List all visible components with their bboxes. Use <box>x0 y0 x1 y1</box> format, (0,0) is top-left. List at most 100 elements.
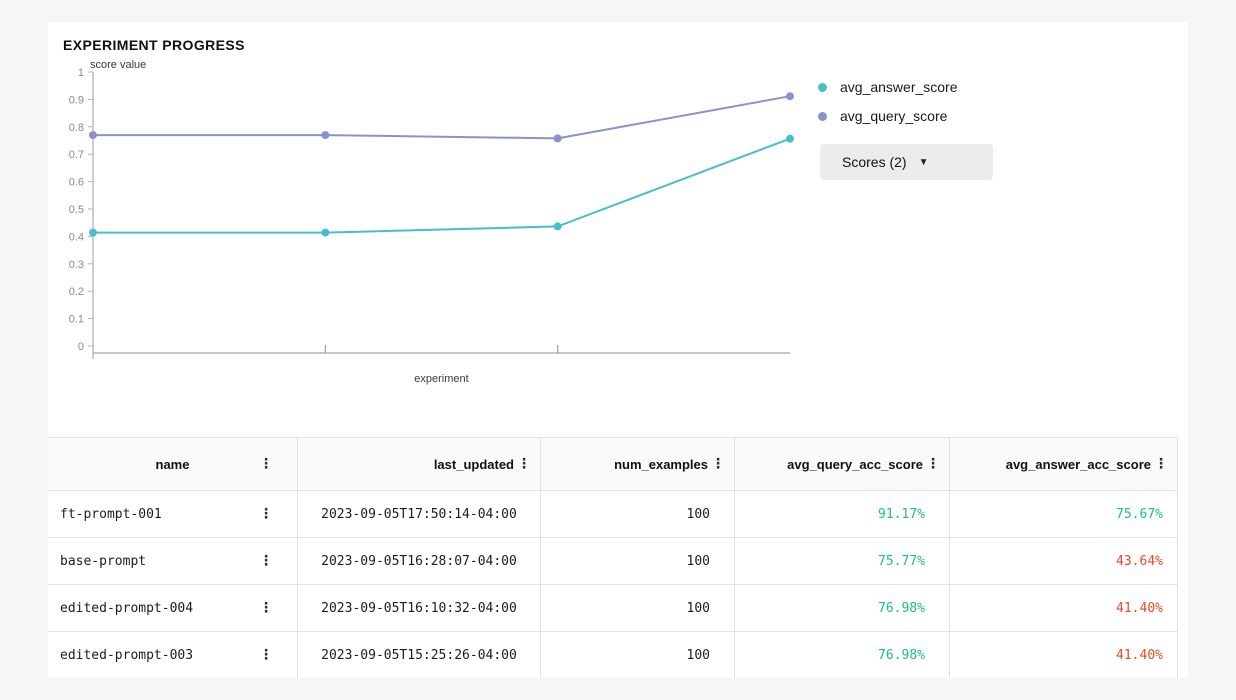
cell-avg_answer_acc_score: 41.40% <box>950 632 1178 678</box>
row-menu-icon[interactable]: ⋮ <box>259 553 273 569</box>
table-row[interactable]: edited-prompt-003 ⋮ 2023-09-05T15:25:26-04… <box>48 632 1178 678</box>
cell-name: edited-prompt-003 ⋮ <box>48 632 298 678</box>
y-tick-label: 0.3 <box>69 259 84 271</box>
series-line-avg_answer_score <box>93 137 791 234</box>
scores-dropdown-button[interactable]: Scores (2) ▼ <box>820 144 993 180</box>
legend-label: avg_query_score <box>840 108 948 124</box>
cell-num_examples: 100 <box>541 538 735 584</box>
cell-value: 2023-09-05T16:28:07-04:00 <box>321 553 517 569</box>
legend-dot-icon <box>818 111 827 121</box>
cell-value: base-prompt <box>60 553 147 569</box>
cell-name: edited-prompt-004 ⋮ <box>48 585 298 631</box>
y-tick-label: 0.5 <box>69 204 84 216</box>
y-tick-label: 0.8 <box>69 122 84 134</box>
experiments-table: name ⋮ last_updated ⋮ num_examples ⋮ avg_query… <box>48 437 1178 678</box>
cell-avg_query_acc_score: 76.98% <box>735 585 950 631</box>
cell-value: 2023-09-05T15:25:26-04:00 <box>321 647 517 663</box>
cell-value: 43.64% <box>1116 553 1163 569</box>
cell-last_updated: 2023-09-05T16:10:32-04:00 <box>298 585 541 631</box>
progress-chart: 0 0.1 0.2 0.3 0.4 0.5 0.6 0.7 0.8 0.9 1 score value… <box>69 59 794 385</box>
data-point-avg_answer_score <box>89 228 97 237</box>
row-menu-icon[interactable]: ⋮ <box>259 506 273 522</box>
column-header-avg_query_acc_score[interactable]: avg_query_acc_score ⋮ <box>735 438 950 490</box>
column-header-label: avg_answer_acc_score <box>1005 456 1151 472</box>
column-header-avg_answer_acc_score[interactable]: avg_answer_acc_score ⋮ <box>950 438 1178 490</box>
table-row[interactable]: base-prompt ⋮ 2023-09-05T16:28:07-04:00 100… <box>48 538 1178 585</box>
y-tick-label: 0.1 <box>69 314 84 326</box>
cell-num_examples: 100 <box>541 632 735 678</box>
cell-num_examples: 100 <box>541 585 735 631</box>
x-axis-label: experiment <box>414 373 468 385</box>
column-header-label: avg_query_acc_score <box>787 456 923 472</box>
y-axis-label: score value <box>90 59 146 71</box>
series-line-avg_query_score <box>93 95 791 140</box>
cell-value: edited-prompt-004 <box>60 600 194 616</box>
cell-avg_answer_acc_score: 43.64% <box>950 538 1178 584</box>
cell-value: 75.77% <box>878 553 925 569</box>
table-row[interactable]: ft-prompt-001 ⋮ 2023-09-05T17:50:14-04:00 1… <box>48 491 1178 538</box>
cell-avg_query_acc_score: 75.77% <box>735 538 950 584</box>
experiment-progress-card: EXPERIMENT PROGRESS 0 0.1 0.2 0.3 0.4 0.5 0.6 0… <box>48 22 1188 678</box>
y-tick-label: 0.4 <box>69 231 84 243</box>
cell-value: 41.40% <box>1116 647 1163 663</box>
y-tick-label: 1 <box>78 67 84 79</box>
table-row[interactable]: edited-prompt-004 ⋮ 2023-09-05T16:10:32-04… <box>48 585 1178 632</box>
y-tick-label: 0.7 <box>69 149 84 161</box>
column-menu-icon[interactable]: ⋮ <box>711 456 725 472</box>
cell-value: 76.98% <box>878 600 925 616</box>
column-header-label: last_updated <box>433 456 514 472</box>
cell-value: 41.40% <box>1116 600 1163 616</box>
cell-value: 100 <box>686 647 710 663</box>
cell-value: 91.17% <box>878 506 925 522</box>
cell-num_examples: 100 <box>541 491 735 537</box>
column-header-num_examples[interactable]: num_examples ⋮ <box>541 438 735 490</box>
cell-value: 75.67% <box>1116 506 1163 522</box>
column-menu-icon[interactable]: ⋮ <box>259 456 273 472</box>
data-point-avg_query_score <box>89 131 97 140</box>
y-tick-label: 0.6 <box>69 177 84 189</box>
column-header-label: num_examples <box>614 456 708 472</box>
cell-value: 76.98% <box>878 647 925 663</box>
data-point-avg_answer_score <box>786 134 794 143</box>
y-tick-label: 0.9 <box>69 94 84 106</box>
data-point-avg_query_score <box>553 134 562 143</box>
cell-avg_answer_acc_score: 75.67% <box>950 491 1178 537</box>
column-menu-icon[interactable]: ⋮ <box>926 456 940 472</box>
row-menu-icon[interactable]: ⋮ <box>259 600 273 616</box>
legend-dot-icon <box>818 82 827 92</box>
row-menu-icon[interactable]: ⋮ <box>259 647 273 663</box>
cell-value: edited-prompt-003 <box>60 647 194 663</box>
cell-value: 100 <box>686 600 710 616</box>
y-tick-label: 0.2 <box>69 286 84 298</box>
cell-name: ft-prompt-001 ⋮ <box>48 491 298 537</box>
cell-value: 2023-09-05T16:10:32-04:00 <box>321 600 517 616</box>
legend-item-avg_answer_score[interactable]: avg_answer_score <box>818 77 958 97</box>
cell-value: 100 <box>686 553 710 569</box>
table-header-row: name ⋮ last_updated ⋮ num_examples ⋮ avg_query… <box>48 438 1178 491</box>
chart-legend: avg_answer_score avg_query_score <box>818 77 958 135</box>
cell-name: base-prompt ⋮ <box>48 538 298 584</box>
cell-value: 100 <box>686 506 710 522</box>
column-header-name[interactable]: name ⋮ <box>48 438 298 490</box>
column-header-label: name <box>155 456 190 472</box>
column-header-last_updated[interactable]: last_updated ⋮ <box>298 438 541 490</box>
data-point-avg_answer_score <box>553 222 562 231</box>
data-point-avg_query_score <box>321 131 330 140</box>
y-tick-label: 0 <box>78 341 84 353</box>
column-menu-icon[interactable]: ⋮ <box>517 456 531 472</box>
legend-label: avg_answer_score <box>840 79 958 95</box>
cell-avg_query_acc_score: 91.17% <box>735 491 950 537</box>
cell-last_updated: 2023-09-05T16:28:07-04:00 <box>298 538 541 584</box>
cell-last_updated: 2023-09-05T15:25:26-04:00 <box>298 632 541 678</box>
chevron-down-icon: ▼ <box>918 156 929 168</box>
data-point-avg_query_score <box>786 92 794 101</box>
data-point-avg_answer_score <box>321 228 330 237</box>
column-menu-icon[interactable]: ⋮ <box>1154 456 1168 472</box>
cell-avg_query_acc_score: 76.98% <box>735 632 950 678</box>
cell-value: ft-prompt-001 <box>60 506 162 522</box>
cell-value: 2023-09-05T17:50:14-04:00 <box>321 506 517 522</box>
scores-dropdown-label: Scores (2) <box>842 154 907 170</box>
table-body: ft-prompt-001 ⋮ 2023-09-05T17:50:14-04:00 1… <box>48 491 1178 678</box>
cell-last_updated: 2023-09-05T17:50:14-04:00 <box>298 491 541 537</box>
legend-item-avg_query_score[interactable]: avg_query_score <box>818 106 958 126</box>
